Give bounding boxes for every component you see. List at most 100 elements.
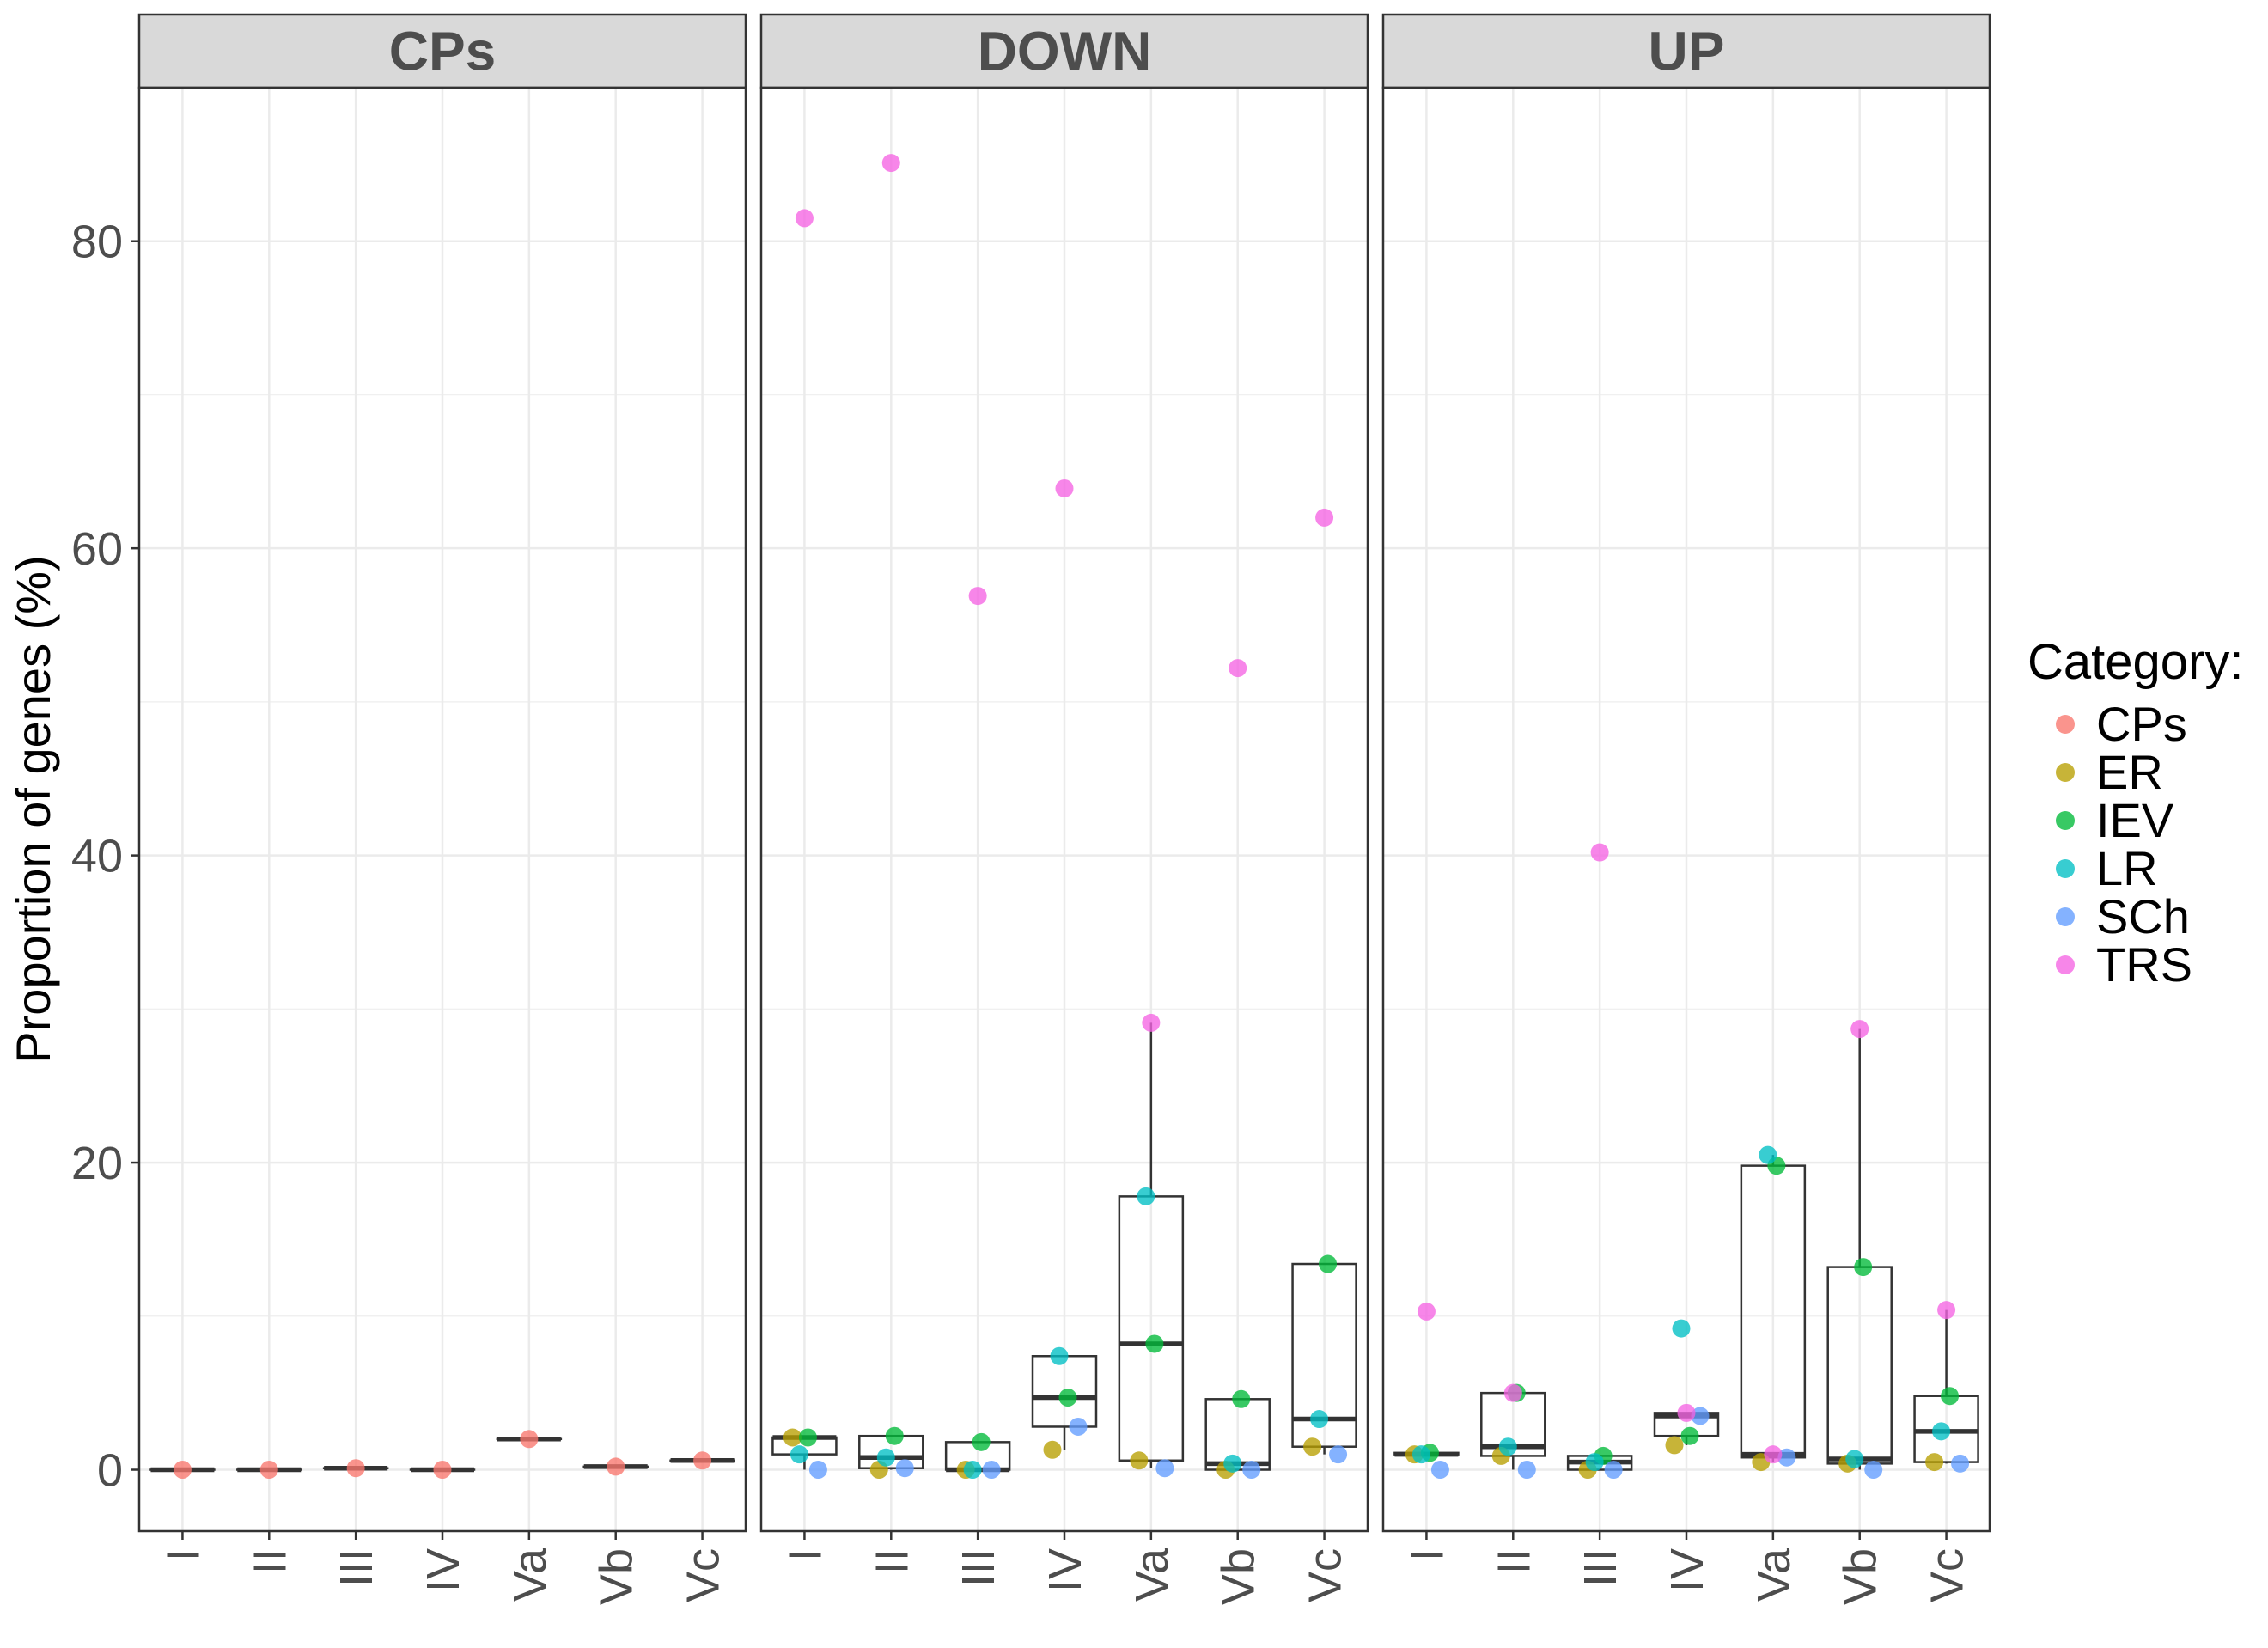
data-point-er xyxy=(1130,1451,1149,1470)
facet-panel-up: UPI II III IV Va Vb Vc xyxy=(1381,13,1991,1605)
box-group xyxy=(771,209,838,1480)
data-point-lr xyxy=(1050,1346,1069,1365)
data-point-lr xyxy=(1759,1145,1777,1164)
data-point-er xyxy=(1665,1436,1684,1455)
x-axis-tick-label: I xyxy=(1401,1548,1453,1561)
x-axis-tick-label: I xyxy=(157,1548,209,1561)
x-axis-tick-label: II xyxy=(244,1548,296,1574)
box-group xyxy=(1566,843,1633,1480)
data-point-iev xyxy=(798,1428,817,1447)
data-point-sch xyxy=(1430,1461,1449,1480)
data-point-lr xyxy=(1672,1319,1691,1338)
legend-key-er xyxy=(2056,763,2075,782)
x-axis-tick-label: Vb xyxy=(1835,1548,1887,1605)
legend-key-iev xyxy=(2056,811,2075,830)
facet-strip-label: DOWN xyxy=(978,21,1152,82)
data-point-sch xyxy=(982,1461,1001,1480)
data-point-er xyxy=(783,1428,802,1447)
data-point-sch xyxy=(1242,1461,1261,1480)
data-point-cps xyxy=(520,1430,539,1449)
data-point-iev xyxy=(1941,1387,1960,1406)
box-group xyxy=(1393,1302,1460,1480)
data-point-trs xyxy=(1677,1403,1696,1422)
data-point-er xyxy=(1303,1437,1322,1456)
x-axis-tick-label: Vb xyxy=(1213,1548,1265,1605)
data-point-sch xyxy=(808,1461,827,1480)
box-group xyxy=(409,1461,476,1480)
box-group xyxy=(669,1451,735,1470)
x-axis-tick-label: Vc xyxy=(1922,1548,1973,1602)
y-axis-title: Proportion of genes (%) xyxy=(6,555,60,1063)
x-axis-tick-label: IV xyxy=(1661,1548,1713,1592)
data-point-trs xyxy=(1937,1301,1956,1320)
x-axis-tick-label: IV xyxy=(418,1548,469,1592)
legend-title: Category: xyxy=(2027,634,2243,690)
legend-key-lr xyxy=(2056,859,2075,878)
data-point-sch xyxy=(1517,1461,1536,1480)
box-group xyxy=(858,154,924,1480)
data-point-cps xyxy=(346,1459,365,1478)
data-point-trs xyxy=(1417,1302,1436,1321)
y-axis-tick-label: 40 xyxy=(71,831,123,882)
data-point-lr xyxy=(1137,1187,1155,1205)
box-group xyxy=(1653,1319,1720,1455)
data-point-sch xyxy=(1604,1461,1623,1480)
data-point-iev xyxy=(885,1426,904,1445)
x-axis-tick-label: Vc xyxy=(678,1548,729,1602)
box-group xyxy=(582,1457,649,1476)
data-point-cps xyxy=(259,1461,278,1480)
x-axis-tick-label: Va xyxy=(1126,1547,1178,1602)
data-point-lr xyxy=(963,1461,982,1480)
y-axis-tick-label: 80 xyxy=(71,217,123,268)
data-point-cps xyxy=(433,1461,452,1480)
x-axis-tick-label: I xyxy=(779,1548,831,1561)
legend-label: LR xyxy=(2096,841,2158,895)
box-group xyxy=(1913,1301,1979,1473)
data-point-trs xyxy=(795,209,814,228)
data-point-trs xyxy=(1503,1383,1522,1402)
data-point-trs xyxy=(1228,659,1247,678)
facet-strip xyxy=(137,13,747,89)
data-point-trs xyxy=(1315,508,1334,527)
legend-key-sch xyxy=(2056,907,2075,926)
box-group xyxy=(149,1461,216,1480)
box-group xyxy=(236,1461,302,1480)
box-group xyxy=(1031,479,1098,1459)
box-group xyxy=(1204,659,1271,1480)
data-point-sch xyxy=(1691,1407,1710,1425)
data-point-lr xyxy=(1310,1410,1329,1429)
x-axis-tick-label: Va xyxy=(504,1547,556,1602)
data-point-lr xyxy=(876,1448,895,1467)
data-point-sch xyxy=(895,1459,914,1478)
data-point-trs xyxy=(968,587,987,606)
box-group xyxy=(1480,1383,1546,1480)
data-point-cps xyxy=(607,1457,625,1476)
box-group xyxy=(322,1459,389,1478)
x-axis-tick-label: IV xyxy=(1040,1548,1091,1592)
legend-key-cps xyxy=(2056,715,2075,734)
data-point-lr xyxy=(1585,1453,1604,1472)
data-point-cps xyxy=(173,1461,192,1480)
data-point-sch xyxy=(1329,1445,1348,1464)
x-axis-tick-label: Vc xyxy=(1300,1548,1351,1602)
data-point-cps xyxy=(693,1451,712,1470)
legend-label: IEV xyxy=(2096,793,2174,847)
data-point-trs xyxy=(1055,479,1074,497)
data-point-sch xyxy=(1777,1448,1796,1467)
x-axis-tick-label: II xyxy=(866,1548,918,1574)
legend-label: CPs xyxy=(2096,697,2187,751)
data-point-lr xyxy=(1845,1450,1864,1468)
data-point-lr xyxy=(790,1445,808,1464)
data-point-sch xyxy=(1864,1461,1883,1480)
facet-strip-label: CPs xyxy=(389,21,497,82)
legend-label: TRS xyxy=(2096,937,2192,992)
facet-strip xyxy=(759,13,1369,89)
y-axis-tick-label: 60 xyxy=(71,523,123,575)
facet-strip xyxy=(1381,13,1991,89)
data-point-lr xyxy=(1498,1437,1517,1456)
x-axis-tick-label: III xyxy=(331,1548,382,1587)
legend-key-trs xyxy=(2056,955,2075,974)
